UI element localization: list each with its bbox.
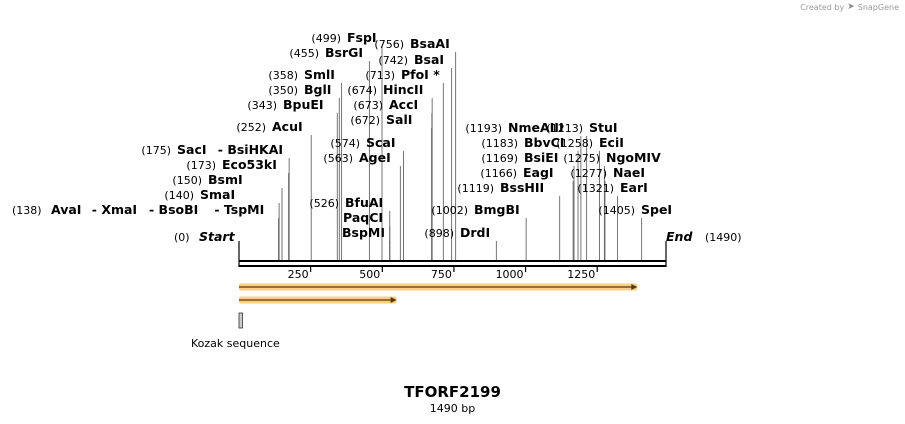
site-position: (673)	[353, 99, 383, 112]
site-position: (140)	[164, 189, 194, 202]
enzyme-label: PaqCI	[343, 210, 383, 225]
enzyme-label: - TspMI	[214, 202, 264, 217]
credit-brand: SnapGene	[857, 2, 899, 12]
enzyme-label: AcuI	[272, 119, 303, 134]
enzyme-label: SalI	[386, 112, 412, 127]
site-position: (499)	[311, 32, 341, 45]
enzyme-label: SpeI	[641, 202, 672, 217]
tick-label: 750	[431, 268, 452, 281]
site-position: (1213)	[546, 122, 583, 135]
enzyme-label: HincII	[383, 82, 423, 97]
enzyme-label: BsaI	[414, 52, 444, 67]
site-position: (526)	[309, 197, 339, 210]
site-position: (1277)	[570, 167, 607, 180]
snapgene-logo-icon: ➤	[847, 2, 855, 12]
enzyme-label: SmaI	[200, 187, 235, 202]
enzyme-label: BspMI	[342, 225, 385, 240]
site-position: (455)	[289, 47, 319, 60]
site-position: (138)	[12, 204, 42, 217]
enzyme-label: PfoI *	[401, 67, 440, 82]
end-position: (1490)	[705, 231, 742, 244]
site-position: (672)	[350, 114, 380, 127]
kozak-label: Kozak sequence	[191, 337, 280, 350]
enzyme-label: BmgBI	[474, 202, 520, 217]
site-position: (358)	[268, 69, 298, 82]
site-position: (574)	[330, 137, 360, 150]
site-position: (350)	[268, 84, 298, 97]
enzyme-label: SacI	[177, 142, 207, 157]
enzyme-label: NmeAIII	[508, 120, 564, 135]
enzyme-label: ScaI	[366, 135, 396, 150]
enzyme-label: SmlI	[304, 67, 335, 82]
enzyme-label: EagI	[523, 165, 554, 180]
enzyme-label: BsmI	[208, 172, 243, 187]
enzyme-label: BsaAI	[410, 36, 450, 51]
enzyme-label: AvaI	[51, 202, 81, 217]
enzyme-label: NgoMIV	[606, 150, 661, 165]
enzyme-label: BsiEI	[524, 150, 558, 165]
enzyme-label: Eco53kI	[222, 157, 277, 172]
site-position: (674)	[347, 84, 377, 97]
enzyme-label: - BsiHKAI	[218, 142, 283, 157]
site-position: (742)	[378, 54, 408, 67]
start-position: (0)	[174, 231, 190, 244]
enzyme-label: NaeI	[613, 165, 645, 180]
site-position: (1258)	[556, 137, 593, 150]
enzyme-label: BpuEI	[283, 97, 324, 112]
site-position: (343)	[247, 99, 277, 112]
enzyme-label: BssHII	[500, 180, 544, 195]
site-position: (1405)	[598, 204, 635, 217]
enzyme-label: BfuAI	[345, 195, 383, 210]
map-length: 1490 bp	[429, 402, 476, 415]
feature-arrow	[631, 284, 638, 290]
tick-label: 500	[359, 268, 380, 281]
tick-label: 250	[288, 268, 309, 281]
kozak-mark	[238, 312, 243, 329]
site-position: (252)	[236, 121, 266, 134]
tick-label: 1000	[496, 268, 524, 281]
map-title: TFORF2199	[404, 383, 501, 401]
site-position: (173)	[186, 159, 216, 172]
enzyme-label: AccI	[389, 97, 418, 112]
site-position: (1169)	[481, 152, 518, 165]
enzyme-label: - BsoBI	[149, 202, 198, 217]
site-position: (1002)	[431, 204, 468, 217]
site-position: (1193)	[465, 122, 502, 135]
enzyme-label: FspI	[347, 30, 377, 45]
end-label: End	[666, 229, 693, 244]
start-label: Start	[199, 229, 236, 244]
credit-prefix: Created by	[800, 2, 845, 12]
site-position: (713)	[365, 69, 395, 82]
enzyme-label: StuI	[589, 120, 618, 135]
feature-arrow	[390, 297, 397, 303]
site-position: (898)	[424, 227, 454, 240]
tick-label: 1250	[567, 268, 595, 281]
enzyme-label: BglI	[304, 82, 331, 97]
site-position: (1166)	[480, 167, 517, 180]
snapgene-credit: Created by ➤ SnapGene	[800, 2, 899, 12]
enzyme-label: EarI	[620, 180, 648, 195]
site-position: (175)	[141, 144, 171, 157]
enzyme-label: BsrGI	[325, 45, 363, 60]
site-position: (563)	[323, 152, 353, 165]
enzyme-label: EciI	[599, 135, 624, 150]
site-position: (1183)	[481, 137, 518, 150]
site-position: (756)	[374, 38, 404, 51]
map-title-block: TFORF2199 1490 bp	[0, 383, 905, 415]
enzyme-label: DrdI	[460, 225, 490, 240]
enzyme-label: - XmaI	[92, 202, 137, 217]
enzyme-label: BbvCI	[524, 135, 564, 150]
enzyme-label: AgeI	[359, 150, 391, 165]
site-position: (1275)	[563, 152, 600, 165]
site-position: (150)	[172, 174, 202, 187]
site-position: (1321)	[577, 182, 614, 195]
site-position: (1119)	[457, 182, 494, 195]
